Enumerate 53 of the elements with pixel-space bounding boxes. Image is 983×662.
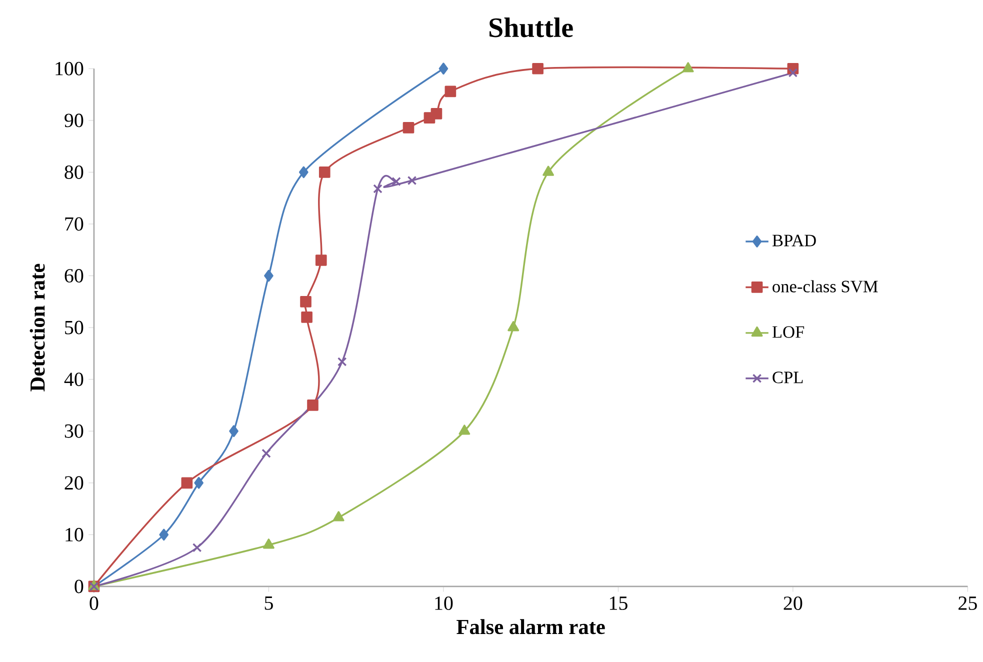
point — [392, 176, 401, 186]
point — [315, 254, 327, 266]
x-tick-label: 0 — [90, 596, 98, 610]
x-tick-label: 15 — [610, 596, 628, 610]
point — [402, 122, 414, 134]
point — [444, 86, 456, 97]
point — [192, 542, 202, 552]
point — [194, 476, 204, 489]
point — [373, 184, 382, 194]
point — [159, 528, 169, 540]
point — [301, 311, 312, 323]
y-tick-label: 90 — [64, 113, 84, 127]
y-tick-label: 10 — [66, 528, 84, 542]
point — [532, 62, 544, 74]
y-tick-label: 0 — [74, 580, 84, 593]
chart-title: Shuttle — [490, 17, 573, 38]
y-tick-label: 40 — [64, 372, 84, 386]
legend-label: LOF — [772, 326, 804, 338]
legend-label: one-class SVM — [772, 280, 878, 292]
x-tick-label: 10 — [435, 596, 453, 610]
y-tick-label: 30 — [64, 424, 84, 438]
point — [438, 62, 448, 74]
point — [332, 510, 344, 522]
y-tick-label: 80 — [64, 165, 84, 179]
point — [682, 62, 694, 72]
point — [337, 356, 347, 366]
point — [264, 270, 274, 282]
y-tick-label: 20 — [64, 476, 84, 490]
point — [300, 296, 312, 308]
point — [181, 477, 193, 488]
point — [262, 448, 271, 458]
y-tick-label: 50 — [65, 320, 84, 334]
y-tick-label: 100 — [56, 62, 84, 76]
point — [407, 176, 417, 185]
y-axis-title: Detection rate — [30, 264, 45, 392]
point — [788, 68, 798, 78]
point — [229, 424, 238, 437]
x-tick-label: 20 — [784, 596, 802, 610]
point — [262, 538, 274, 548]
x-tick-label: 5 — [264, 596, 273, 610]
point — [318, 166, 330, 178]
x-tick-label: 25 — [958, 596, 977, 610]
point — [508, 320, 520, 331]
y-tick-label: 60 — [64, 268, 84, 282]
y-tick-label: 70 — [65, 217, 84, 231]
legend-label: CPL — [772, 371, 803, 384]
point — [458, 424, 470, 435]
point — [307, 399, 318, 411]
legend-label: BPAD — [772, 234, 816, 246]
point — [542, 166, 554, 176]
point — [298, 166, 308, 178]
point — [430, 108, 442, 120]
x-axis-title: False alarm rate — [456, 618, 605, 634]
